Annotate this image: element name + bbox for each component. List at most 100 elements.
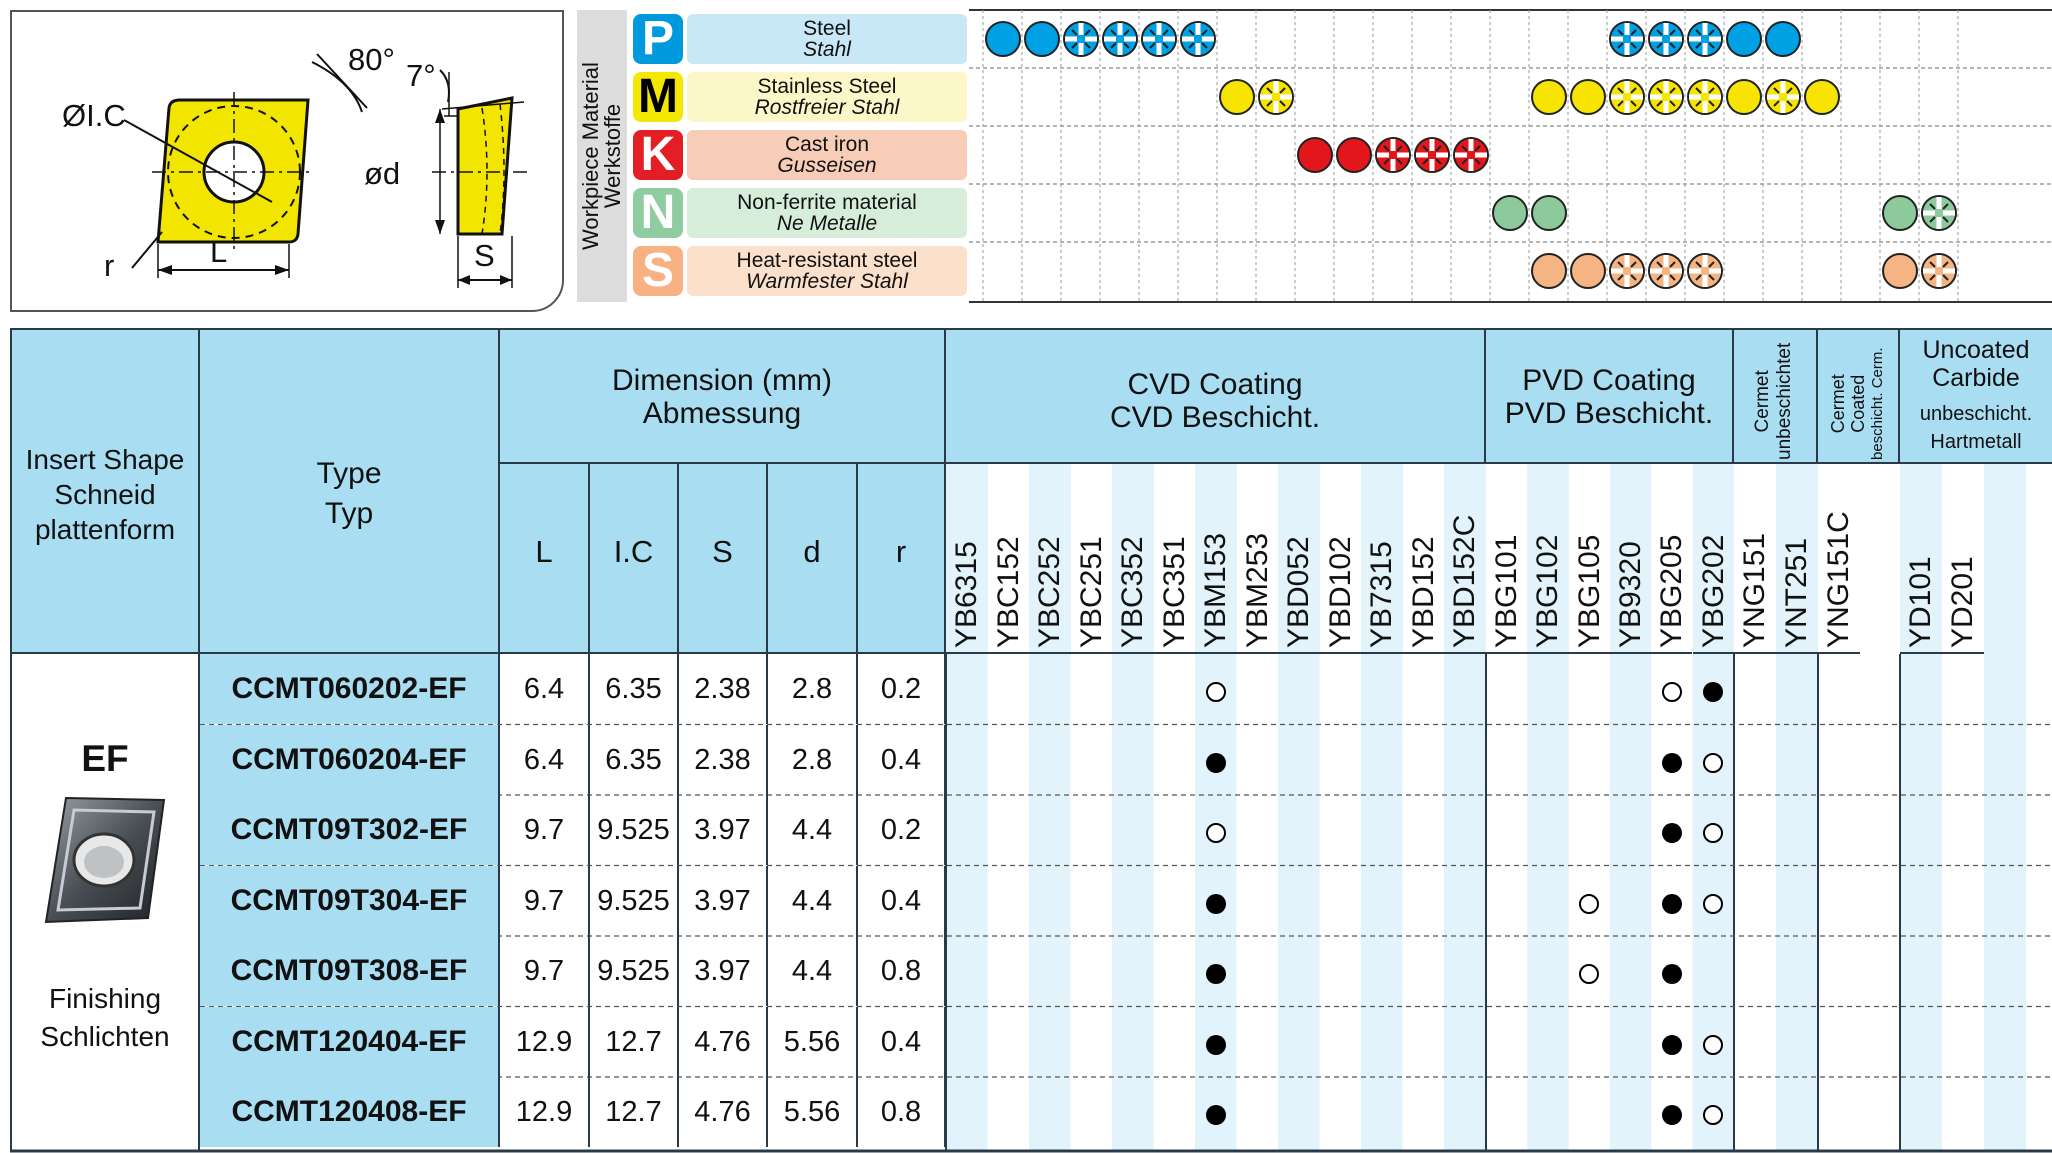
material-name-en: Steel (803, 17, 851, 40)
dim-cell-l: 12.9 (500, 1006, 590, 1077)
grade-header-ybm253: YBM253 (1236, 464, 1278, 654)
material-letter-k: K (633, 130, 683, 180)
dim-header-3: d (768, 464, 858, 654)
material-dot (1804, 79, 1840, 115)
dim-cell-d: 4.4 (768, 865, 858, 936)
side-view-shape (456, 96, 514, 236)
dim-cell-l: 12.9 (500, 1077, 590, 1147)
angle-7-label: 7° (406, 58, 436, 93)
shape-desc-de: Schlichten (40, 1021, 170, 1052)
grade-label: YBC251 (1074, 536, 1108, 648)
dim-cell-d: 5.56 (768, 1006, 858, 1077)
coated-header-line3: beschicht. Cerm. (1869, 347, 1886, 460)
dim-cell-r: 0.8 (858, 1077, 946, 1147)
dim-header-label: I.C (613, 534, 654, 569)
workpiece-material-panel: Workpiece Material Werkstoffe P Steel Stah… (577, 8, 2052, 304)
dim-cell-l: 6.4 (500, 654, 590, 724)
row-type-cell: CCMT060204-EF (200, 724, 500, 795)
dim-cell-ic: 6.35 (590, 724, 679, 795)
dim-header-label: L (535, 534, 553, 569)
dim-cell-ic: 9.525 (590, 795, 679, 865)
material-name-en: Stainless Steel (757, 75, 897, 98)
material-cross-dot (1921, 253, 1957, 289)
dim-header-label: S (712, 534, 733, 569)
grade-header-ybc251: YBC251 (1070, 464, 1112, 654)
suitable-dot (1703, 893, 1724, 914)
grade-header-ybg202: YBG202 (1692, 464, 1734, 654)
coated-header-line1: Cermet (1828, 374, 1848, 434)
grade-header-yb9320: YB9320 (1609, 464, 1652, 654)
dim-cell-l: 9.7 (500, 795, 590, 865)
grade-header-ybd152: YBD152 (1402, 464, 1444, 654)
workpiece-row-k: K Cast iron Gusseisen (629, 126, 2052, 182)
dim-cell-ic: 9.525 (590, 936, 679, 1006)
table-grid (10, 464, 2052, 1153)
cvd-header-en: CVD Coating (1127, 368, 1303, 401)
shape-code: EF (81, 738, 129, 779)
dim-header-label: r (895, 534, 907, 569)
grade-label: YBD052 (1282, 536, 1315, 648)
cvd-header: CVD Coating CVD Beschicht. (946, 328, 1486, 464)
material-cross-dot (1453, 137, 1489, 173)
grade-label: YBD152C (1448, 514, 1481, 648)
dim-cell-l: 9.7 (500, 865, 590, 936)
shape-header-de2: plattenform (34, 514, 176, 545)
shape-header-de1: Schneid (54, 479, 156, 510)
dim-cell-d: 2.8 (768, 724, 858, 795)
grade-label: YB7315 (1365, 541, 1398, 648)
workpiece-title-de: Werkstoffe (600, 103, 625, 209)
material-dot (1492, 195, 1528, 231)
cermet-header-line1: Cermet (1752, 370, 1773, 433)
material-cross-dot (1141, 21, 1177, 57)
material-label-s: Heat-resistant steel Warmfester Stahl (687, 246, 967, 296)
material-dot (1570, 253, 1606, 289)
material-dot (1726, 21, 1762, 57)
cvd-header-de: CVD Beschicht. (1109, 401, 1321, 434)
grade-header-ybc152: YBC152 (987, 464, 1029, 654)
dim-cell-r: 0.4 (858, 724, 946, 795)
grade-header-ybc252: YBC252 (1029, 464, 1071, 654)
pvd-header: PVD Coating PVD Beschicht. (1486, 328, 1734, 464)
grade-header-yng151: YNG151 (1734, 464, 1776, 654)
material-dot (1882, 195, 1918, 231)
dim-cell-l: 9.7 (500, 936, 590, 1006)
material-dot (1219, 79, 1255, 115)
material-cross-dot (1687, 253, 1723, 289)
grade-label: YD101 (1904, 556, 1937, 648)
grade-label: YB6315 (950, 541, 983, 648)
material-name-de: Rostfreier Stahl (754, 96, 900, 119)
dim-cell-s: 3.97 (679, 865, 768, 936)
recommended-dot (1205, 752, 1226, 773)
grade-header-ybc351: YBC351 (1153, 464, 1195, 654)
pvd-header-de: PVD Beschicht. (1504, 397, 1714, 430)
material-cross-dot (1648, 253, 1684, 289)
shape-column: EF Finishing Schlichten (10, 654, 200, 1151)
cermet-header-text: Cermet unbeschichtet (1752, 343, 1796, 460)
workpiece-row-p: P Steel Stahl (629, 10, 2052, 66)
coated-header-line2: Coated (1848, 374, 1868, 433)
material-cross-dot (1609, 21, 1645, 57)
suitable-dot (1661, 682, 1682, 702)
coated-cermet-header-text: Cermet Coated beschicht. Cerm. (1828, 347, 1888, 460)
material-cross-dot (1609, 79, 1645, 115)
dim-cell-s: 2.38 (679, 724, 768, 795)
row-type-cell: CCMT120404-EF (200, 1006, 500, 1077)
grade-label: YBD152 (1406, 536, 1440, 648)
dim-cell-s: 4.76 (679, 1077, 768, 1147)
uncoated-header-line4: Hartmetall (1930, 431, 2022, 453)
material-name-en: Heat-resistant steel (736, 249, 918, 272)
dim-header-1: I.C (590, 464, 679, 654)
grade-header-ybd102: YBD102 (1319, 464, 1361, 654)
material-dot (1531, 195, 1567, 231)
grade-label: YBG205 (1655, 534, 1689, 648)
material-cross-dot (1414, 137, 1450, 173)
dim-cell-d: 4.4 (768, 936, 858, 1006)
material-letter-m: M (633, 72, 683, 122)
dimension-header-en: Dimension (mm) (611, 364, 833, 397)
type-header-en: Type (316, 457, 382, 490)
s-label: S (474, 238, 495, 273)
material-name-de: Gusseisen (777, 154, 877, 177)
grade-label: YBC351 (1157, 536, 1191, 648)
dim-cell-r: 0.2 (858, 795, 946, 865)
grade-label: YNT251 (1780, 537, 1813, 648)
